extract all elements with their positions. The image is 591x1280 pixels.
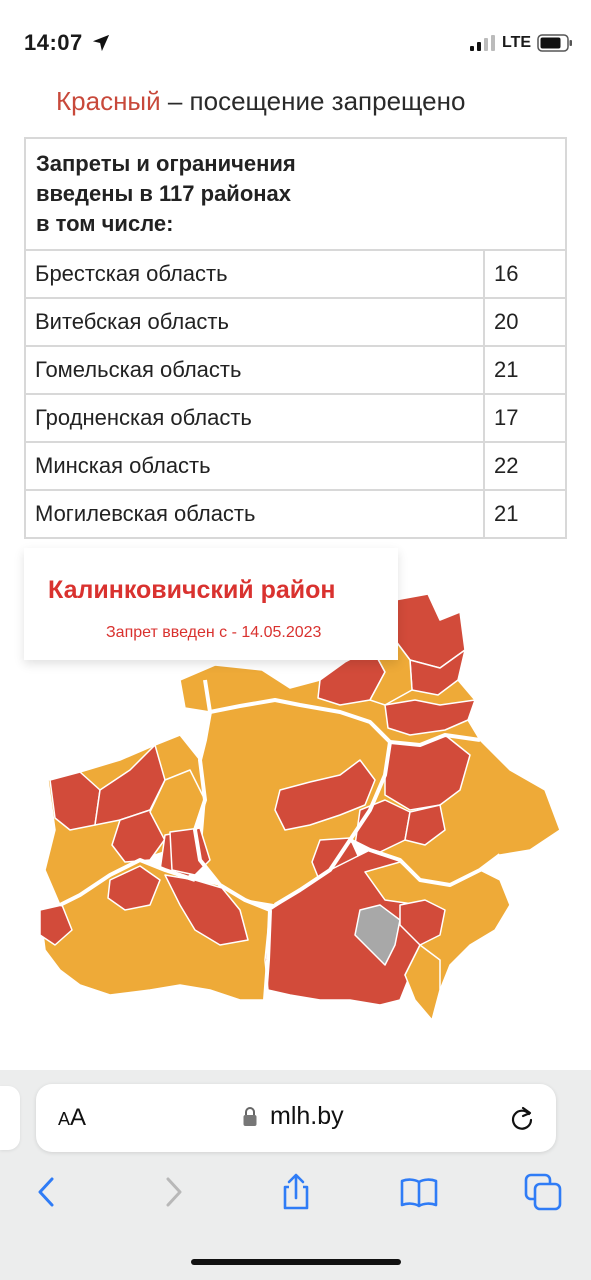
map-district bbox=[404, 804, 446, 846]
table-header-row: Запреты и ограничения введены в 117 райо… bbox=[24, 137, 567, 251]
legend-text: – посещение запрещено bbox=[160, 86, 466, 116]
tooltip-subtitle: Запрет введен с - 14.05.2023 bbox=[106, 624, 322, 641]
network-label: LTE bbox=[502, 34, 532, 51]
home-indicator bbox=[191, 1259, 401, 1265]
map-district bbox=[384, 699, 476, 736]
location-arrow-icon bbox=[92, 34, 110, 52]
map-district bbox=[164, 874, 249, 946]
table-row: Гомельская область 21 bbox=[24, 345, 567, 395]
region-name: Гродненская область bbox=[24, 393, 485, 443]
battery-icon bbox=[537, 34, 572, 52]
previous-tab-peek[interactable] bbox=[0, 1086, 20, 1150]
region-name: Брестская область bbox=[24, 249, 485, 299]
region-count: 20 bbox=[483, 297, 567, 347]
district-tooltip: Калинковичский район Запрет введен с - 1… bbox=[24, 548, 398, 660]
share-icon[interactable] bbox=[276, 1172, 316, 1212]
address-bar[interactable]: AA mlh.by bbox=[36, 1084, 556, 1152]
status-bar: 14:07 LTE bbox=[0, 0, 591, 80]
region-name: Гомельская область bbox=[24, 345, 485, 395]
text-size-button[interactable]: AA bbox=[58, 1104, 87, 1131]
map-district bbox=[39, 904, 73, 946]
map-district bbox=[107, 865, 161, 911]
map-district bbox=[399, 899, 446, 946]
region-name: Витебская область bbox=[24, 297, 485, 347]
header-line: Запреты и ограничения bbox=[36, 151, 296, 176]
table-row: Минская область 22 bbox=[24, 441, 567, 491]
url-text[interactable]: mlh.by bbox=[270, 1102, 344, 1130]
region-count: 22 bbox=[483, 441, 567, 491]
region-count: 16 bbox=[483, 249, 567, 299]
region-name: Могилевская область bbox=[24, 489, 485, 539]
tooltip-title: Калинковичский район bbox=[48, 576, 336, 604]
status-time: 14:07 bbox=[24, 30, 83, 55]
bookmarks-icon[interactable] bbox=[399, 1172, 439, 1212]
belarus-districts-map[interactable] bbox=[0, 548, 591, 1048]
table-row: Могилевская область 21 bbox=[24, 489, 567, 539]
region-count: 17 bbox=[483, 393, 567, 443]
forward-icon[interactable] bbox=[153, 1172, 193, 1212]
map-district bbox=[274, 759, 376, 831]
back-icon[interactable] bbox=[27, 1172, 67, 1212]
legend-color-word: Красный bbox=[56, 86, 161, 116]
reload-icon[interactable] bbox=[508, 1104, 536, 1132]
map-district bbox=[354, 904, 401, 966]
header-line: в том числе: bbox=[36, 211, 174, 236]
map-district bbox=[111, 809, 169, 863]
table-row: Брестская область 16 bbox=[24, 249, 567, 299]
table-row: Гродненская область 17 bbox=[24, 393, 567, 443]
lock-icon bbox=[243, 1107, 257, 1126]
restrictions-table: Запреты и ограничения введены в 117 райо… bbox=[24, 137, 567, 539]
table-row: Витебская область 20 bbox=[24, 297, 567, 347]
header-line: введены в 117 районах bbox=[36, 181, 292, 206]
region-count: 21 bbox=[483, 345, 567, 395]
legend-line: Красный – посещение запрещено bbox=[56, 86, 465, 117]
signal-icon bbox=[470, 35, 495, 51]
tabs-icon[interactable] bbox=[523, 1172, 563, 1212]
table-header: Запреты и ограничения введены в 117 райо… bbox=[24, 137, 567, 251]
region-count: 21 bbox=[483, 489, 567, 539]
region-name: Минская область bbox=[24, 441, 485, 491]
